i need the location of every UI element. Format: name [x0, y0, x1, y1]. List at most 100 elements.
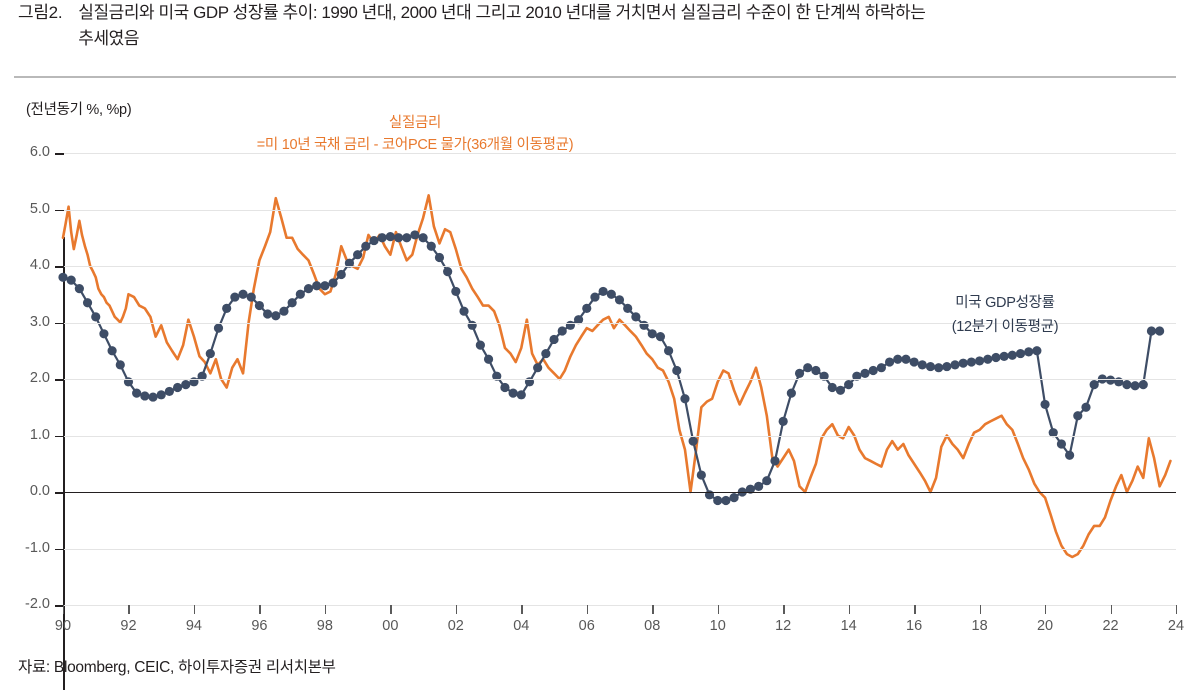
x-tick-98: [324, 605, 327, 614]
x-tick-04: [521, 605, 523, 614]
x-tick-24: [1176, 605, 1178, 614]
gdp-marker: [909, 357, 919, 367]
gdp-marker: [582, 303, 592, 313]
gridline-2.0: [63, 379, 1176, 380]
y-tick-0.0: [55, 492, 64, 494]
gdp-marker: [353, 250, 363, 260]
gdp-marker: [82, 298, 93, 308]
gdp-marker: [1040, 399, 1050, 410]
gdp-marker: [573, 315, 584, 325]
gdp-marker: [516, 390, 526, 400]
y-tick-2.0: [55, 379, 64, 381]
x-axis-label-00: 00: [382, 618, 399, 634]
gdp-marker: [254, 300, 265, 311]
gdp-marker: [385, 232, 395, 242]
x-axis-label-06: 06: [578, 618, 595, 634]
gdp-marker: [238, 289, 248, 299]
gdp-marker: [680, 394, 690, 404]
gdp-marker: [410, 230, 420, 240]
gdp-marker: [835, 385, 846, 395]
gdp-marker: [549, 334, 559, 345]
axis-unit-label: (전년동기 %, %p): [26, 102, 132, 118]
gdp-marker: [483, 354, 494, 364]
x-axis-label-20: 20: [1036, 618, 1054, 634]
y-tick-1.0: [55, 435, 64, 438]
gridline--1.0: [63, 548, 1176, 550]
gdp-marker: [1007, 350, 1017, 360]
figure-title-line-2: 추세였음: [78, 29, 140, 48]
gdp-marker: [901, 354, 911, 364]
gdp-marker: [393, 233, 404, 243]
gdp-marker: [598, 286, 608, 297]
gdp-marker: [876, 363, 886, 373]
y-tick-3.0: [55, 322, 64, 325]
gdp-marker: [99, 329, 109, 339]
gdp-marker: [819, 371, 829, 381]
y-axis-label-1.0: 1.0: [29, 426, 50, 443]
gdp-marker: [623, 303, 633, 313]
x-axis-label-02: 02: [447, 618, 464, 634]
gdp-marker: [827, 382, 837, 393]
gdp-marker: [778, 416, 788, 426]
x-tick-20: [1045, 605, 1047, 614]
gdp-marker: [983, 354, 993, 364]
gridline--2.0: [63, 605, 1176, 606]
legend-real-rate: 실질금리 =미 10년 국채 금리 - 코어PCE 물가(36개월 이동평균): [225, 112, 605, 156]
gdp-marker: [1105, 375, 1116, 385]
gdp-marker: [279, 306, 289, 316]
x-axis-label-18: 18: [971, 618, 988, 634]
gdp-marker: [934, 363, 944, 373]
x-tick-02: [455, 605, 458, 614]
gdp-marker: [729, 493, 739, 503]
gdp-marker: [811, 365, 821, 376]
page-title: 실질금리와 미국 GDP 성장률 추이: 1990 년대, 2000 년대 그리…: [62, 0, 935, 52]
gdp-marker: [451, 286, 461, 297]
gdp-marker: [115, 360, 125, 370]
gdp-marker: [74, 284, 84, 294]
gdp-marker: [508, 388, 518, 398]
gdp-marker: [1089, 380, 1099, 390]
gdp-marker: [672, 365, 682, 376]
gdp-marker: [492, 371, 502, 381]
y-axis-label-6.0: 6.0: [29, 144, 50, 160]
x-axis-label-24: 24: [1167, 618, 1185, 634]
gdp-marker: [443, 267, 453, 277]
gdp-marker: [500, 382, 510, 393]
gridline-6.0: [63, 153, 1176, 154]
x-tick-90: [63, 605, 65, 614]
x-tick-06: [586, 605, 589, 614]
gdp-marker: [794, 368, 805, 378]
gdp-marker: [91, 312, 101, 322]
title-divider: [14, 76, 1176, 78]
x-tick-08: [652, 605, 654, 614]
gdp-marker: [402, 233, 412, 243]
gdp-marker: [1024, 347, 1034, 357]
gdp-marker: [58, 272, 68, 282]
gdp-marker: [844, 380, 854, 390]
gdp-marker: [991, 352, 1001, 363]
gdp-marker: [287, 298, 297, 308]
x-axis-label-04: 04: [513, 618, 530, 634]
plot-area: [58, 153, 1176, 606]
gdp-marker: [303, 284, 314, 294]
gridline-3.0: [63, 322, 1176, 324]
gdp-marker: [631, 312, 641, 322]
x-axis-label-08: 08: [644, 618, 661, 634]
gdp-marker: [1155, 326, 1165, 336]
gdp-marker: [140, 391, 150, 401]
x-axis-label-22: 22: [1102, 618, 1119, 634]
legend-gdp-subtitle: (12분기 이동평균): [951, 319, 1059, 335]
gdp-marker: [164, 386, 174, 397]
gdp-marker: [590, 292, 600, 302]
y-axis-label-4.0: 4.0: [29, 257, 50, 273]
gdp-marker: [762, 476, 772, 486]
gdp-marker: [181, 380, 191, 390]
gdp-marker: [263, 309, 273, 319]
gdp-marker: [361, 241, 371, 251]
y-tick-6.0: [55, 153, 64, 155]
figure-number-label: 그림2.: [18, 3, 63, 22]
gdp-marker: [172, 382, 183, 393]
gdp-marker: [557, 326, 567, 336]
gdp-marker: [66, 275, 76, 285]
y-axis-label-5.0: 5.0: [29, 200, 50, 217]
